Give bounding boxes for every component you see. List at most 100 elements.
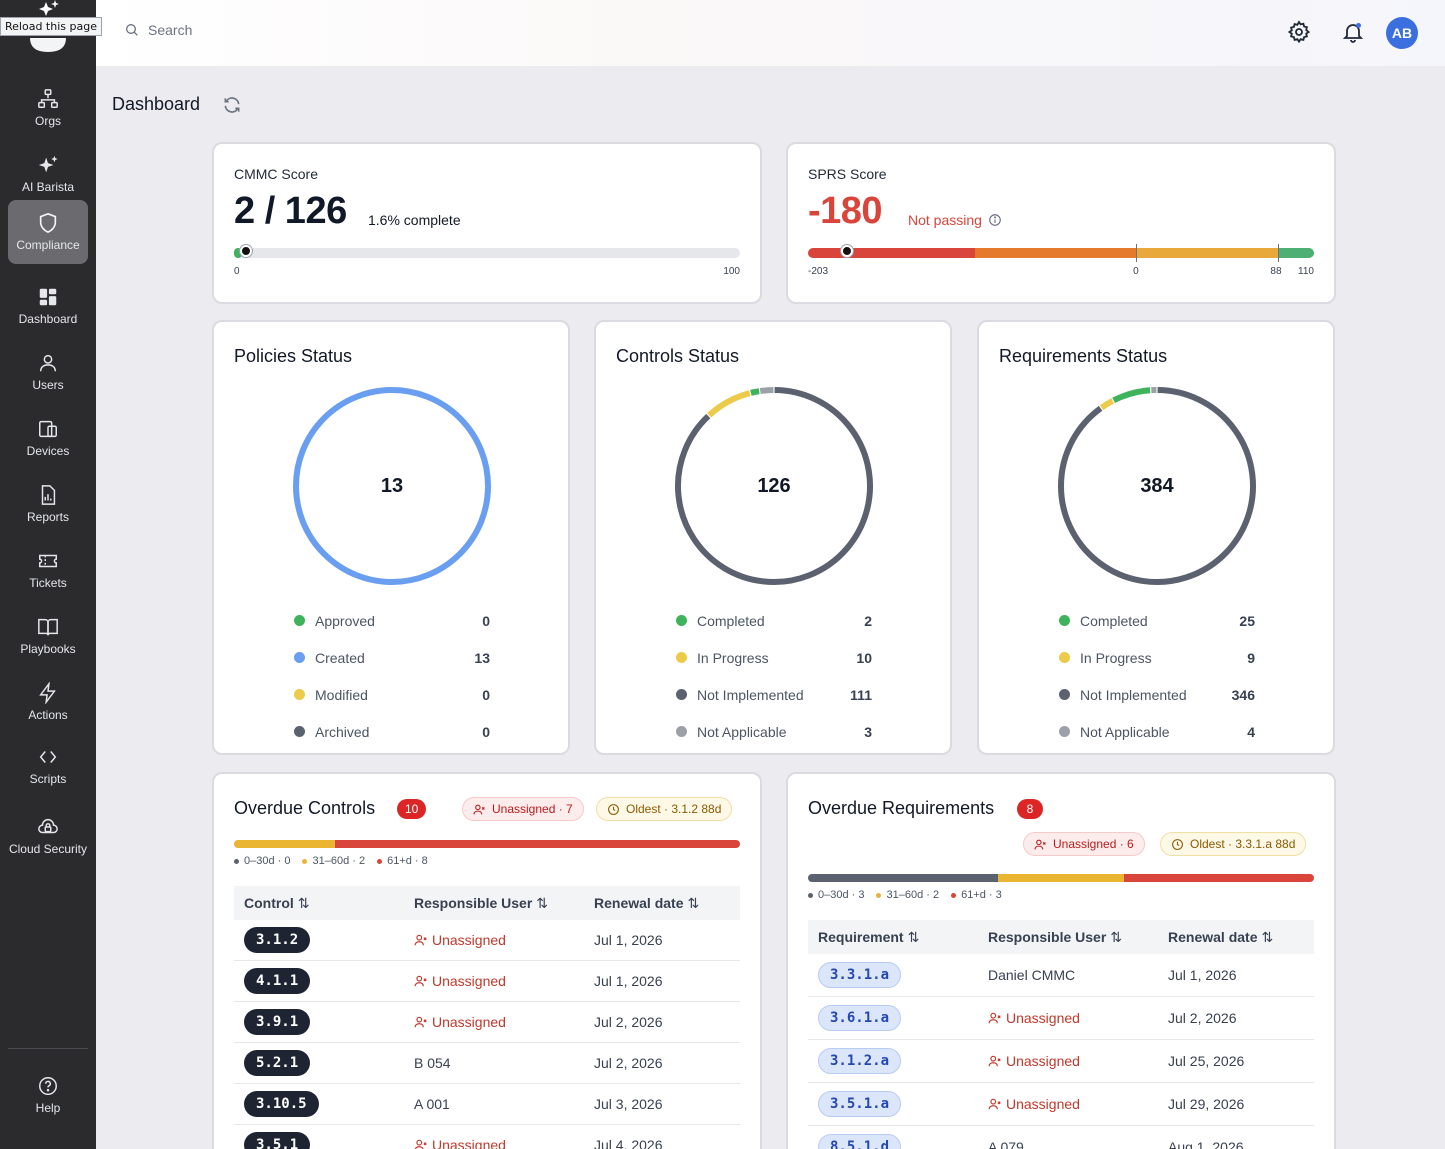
- sidebar-item-dashboard[interactable]: Dashboard: [8, 274, 88, 338]
- sidebar-item-playbooks[interactable]: Playbooks: [8, 604, 88, 668]
- unassigned-user[interactable]: Unassigned: [414, 932, 594, 948]
- sort-icon[interactable]: ⇅: [907, 928, 920, 945]
- table-row[interactable]: 3.6.1.a Unassigned Jul 2, 2026: [808, 997, 1314, 1040]
- legend-row[interactable]: Not Applicable 4: [1059, 713, 1255, 750]
- unassigned-filter-chip[interactable]: Unassigned · 7: [462, 797, 584, 821]
- sidebar-item-label: Actions: [28, 707, 68, 722]
- requirements-donut-segment: [1099, 398, 1115, 411]
- search-input[interactable]: Search: [124, 22, 192, 38]
- legend-row[interactable]: In Progress 10: [676, 639, 872, 676]
- refresh-icon[interactable]: [222, 95, 242, 115]
- table-row[interactable]: 5.2.1 B 054 Jul 2, 2026: [234, 1043, 740, 1084]
- code-pill[interactable]: 3.3.1.a: [818, 962, 902, 988]
- responsible-user-cell: B 054: [414, 1055, 594, 1071]
- unassigned-user[interactable]: Unassigned: [988, 1053, 1168, 1069]
- legend-row[interactable]: Completed 2: [676, 602, 872, 639]
- table-row[interactable]: 3.10.5 A 001 Jul 3, 2026: [234, 1084, 740, 1125]
- legend-row[interactable]: Completed 25: [1059, 602, 1255, 639]
- unassigned-label: Unassigned: [1006, 1096, 1080, 1112]
- header-renewal-date[interactable]: Renewal date ⇅: [1168, 929, 1314, 946]
- code-pill[interactable]: 4.1.1: [244, 968, 311, 994]
- code-pill[interactable]: 3.5.1: [244, 1132, 311, 1149]
- sidebar-item-reports[interactable]: Reports: [8, 472, 88, 536]
- legend-dot: [1059, 652, 1070, 663]
- oldest-chip[interactable]: Oldest · 3.1.2 88d: [596, 797, 733, 821]
- overdue-requirements-count: 8: [1017, 799, 1043, 819]
- code-pill[interactable]: 3.1.2.a: [818, 1048, 902, 1074]
- sidebar-item-cloud-security[interactable]: Cloud Security: [8, 800, 88, 872]
- legend-row[interactable]: Archived 0: [294, 713, 490, 750]
- sort-icon[interactable]: ⇅: [297, 894, 310, 911]
- unassigned-label: Unassigned: [432, 1014, 506, 1030]
- table-row[interactable]: 3.5.1 Unassigned Jul 4, 2026: [234, 1125, 740, 1149]
- header-requirement[interactable]: Requirement ⇅: [808, 929, 988, 946]
- sidebar-item-ai-barista[interactable]: AI Barista: [8, 142, 88, 206]
- sort-icon[interactable]: ⇅: [536, 894, 548, 911]
- policies-donut-segment: [293, 387, 491, 585]
- sidebar-item-scripts[interactable]: Scripts: [8, 734, 88, 798]
- table-row[interactable]: 3.9.1 Unassigned Jul 2, 2026: [234, 1002, 740, 1043]
- table-row[interactable]: 3.3.1.a Daniel CMMC Jul 1, 2026: [808, 954, 1314, 997]
- renewal-date-cell: Jul 2, 2026: [1168, 1010, 1237, 1026]
- code-pill[interactable]: 8.5.1.d: [818, 1134, 902, 1149]
- code-pill[interactable]: 3.9.1: [244, 1009, 311, 1035]
- sidebar-item-actions[interactable]: Actions: [8, 670, 88, 734]
- sprs-scale-segment: [808, 248, 975, 258]
- sidebar-item-tickets[interactable]: Tickets: [8, 538, 88, 602]
- sprs-score: -180: [808, 190, 883, 232]
- header-responsible-user[interactable]: Responsible User ⇅: [414, 895, 594, 912]
- code-pill[interactable]: 3.5.1.a: [818, 1091, 902, 1117]
- legend-row[interactable]: Modified 0: [294, 676, 490, 713]
- legend-dot: [676, 726, 687, 737]
- age-legend-dot: [951, 892, 957, 898]
- controls-donut-segment: [759, 387, 774, 394]
- table-row[interactable]: 3.1.2 Unassigned Jul 1, 2026: [234, 920, 740, 961]
- sort-icon[interactable]: ⇅: [687, 894, 700, 911]
- legend-value: 2: [864, 612, 872, 629]
- header-control[interactable]: Control ⇅: [234, 895, 414, 912]
- unassigned-chip-label: Unassigned · 6: [1053, 837, 1134, 851]
- unassigned-user[interactable]: Unassigned: [414, 973, 594, 989]
- sidebar-item-label: Cloud Security: [8, 841, 88, 856]
- legend-row[interactable]: Created 13: [294, 639, 490, 676]
- legend-row[interactable]: Approved 0: [294, 602, 490, 639]
- cmmc-min-label: 0: [234, 266, 240, 277]
- sidebar-item-orgs[interactable]: Orgs: [8, 76, 88, 140]
- code-pill[interactable]: 3.10.5: [244, 1091, 319, 1117]
- unassigned-user[interactable]: Unassigned: [414, 1014, 594, 1030]
- sort-icon[interactable]: ⇅: [1261, 928, 1274, 945]
- sidebar-item-help[interactable]: Help: [8, 1066, 88, 1124]
- oldest-chip[interactable]: Oldest · 3.3.1.a 88d: [1160, 832, 1307, 856]
- legend-row[interactable]: Not Implemented 111: [676, 676, 872, 713]
- unassigned-filter-chip[interactable]: Unassigned · 6: [1023, 832, 1145, 856]
- unassigned-user[interactable]: Unassigned: [988, 1010, 1168, 1026]
- code-pill[interactable]: 3.6.1.a: [818, 1005, 902, 1031]
- code-pill[interactable]: 3.1.2: [244, 927, 311, 953]
- legend-label: Completed: [1080, 612, 1148, 629]
- age-legend-dot: [302, 858, 308, 864]
- legend-row[interactable]: Not Implemented 346: [1059, 676, 1255, 713]
- legend-row[interactable]: In Progress 9: [1059, 639, 1255, 676]
- table-row[interactable]: 4.1.1 Unassigned Jul 1, 2026: [234, 961, 740, 1002]
- sidebar-item-users[interactable]: Users: [8, 340, 88, 404]
- header-responsible-user[interactable]: Responsible User ⇅: [988, 929, 1168, 946]
- responsible-user-cell: Daniel CMMC: [988, 967, 1168, 983]
- code-pill[interactable]: 5.2.1: [244, 1050, 311, 1076]
- app-logo-icon[interactable]: [24, 0, 72, 58]
- unassigned-user[interactable]: Unassigned: [414, 1137, 594, 1149]
- unassigned-user[interactable]: Unassigned: [988, 1096, 1168, 1112]
- table-row[interactable]: 3.1.2.a Unassigned Jul 25, 2026: [808, 1040, 1314, 1083]
- header-renewal-date[interactable]: Renewal date ⇅: [594, 895, 740, 912]
- gear-icon[interactable]: [1287, 20, 1311, 44]
- sprs-scale-segment: [1136, 248, 1279, 258]
- bell-icon[interactable]: [1341, 20, 1365, 44]
- table-row[interactable]: 8.5.1.d A 079 Aug 1, 2026: [808, 1126, 1314, 1149]
- table-row[interactable]: 3.5.1.a Unassigned Jul 29, 2026: [808, 1083, 1314, 1126]
- avatar[interactable]: AB: [1386, 17, 1418, 49]
- sort-icon[interactable]: ⇅: [1110, 928, 1122, 945]
- legend-row[interactable]: Not Applicable 3: [676, 713, 872, 750]
- sidebar-item-compliance[interactable]: Compliance: [8, 200, 88, 264]
- sidebar-item-devices[interactable]: Devices: [8, 406, 88, 470]
- sidebar-item-label: Dashboard: [18, 311, 78, 326]
- info-icon[interactable]: [988, 213, 1002, 227]
